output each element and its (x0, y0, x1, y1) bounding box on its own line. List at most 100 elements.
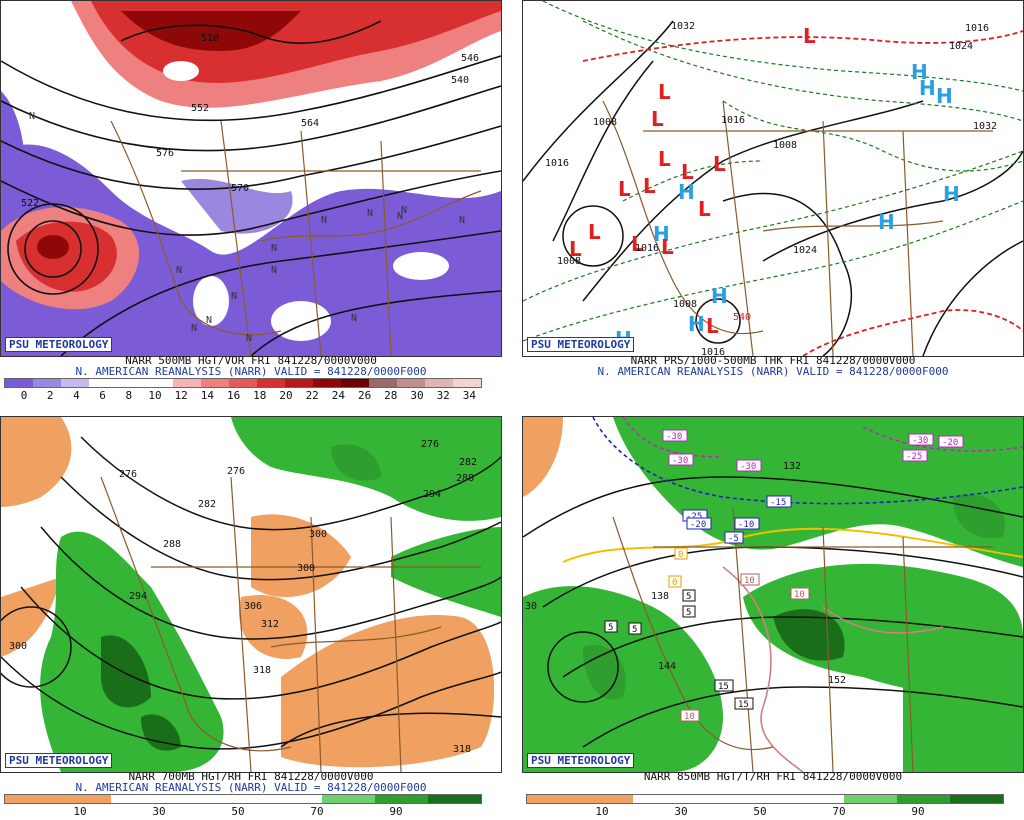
contour-label: 294 (423, 489, 441, 500)
contour-label: 294 (129, 591, 147, 602)
scale-swatch (397, 379, 425, 387)
scale-swatch (844, 795, 898, 803)
scale-tick-label: 10 (595, 805, 609, 818)
scale-tick-label: 50 (753, 805, 767, 818)
temperature-label-box (714, 679, 734, 692)
panel-850mb-temp-rh: 132 138 144 152 30 -30 -30 -30 -30 -20 -25 -15… (522, 416, 1024, 820)
temperature-label-box (734, 517, 760, 530)
contour-label: 138 (651, 591, 669, 602)
temperature-label: 0 (678, 550, 683, 560)
vort-min-symbol: N (459, 215, 465, 226)
high-pressure-symbol: H (936, 84, 953, 108)
scale-tick-label: 16 (226, 389, 241, 402)
contour-label: 152 (828, 675, 846, 686)
scale-tick-label: 90 (389, 805, 403, 818)
panel-caption: NARR 700MB HGT/RH FRI 841228/0000V000 (128, 770, 374, 783)
temperature-label-box (740, 573, 760, 586)
scale-swatch (163, 795, 217, 803)
scale-swatch (5, 795, 58, 803)
scale-swatch (61, 379, 89, 387)
temperature-label-box (662, 429, 688, 442)
scale-tick-label: 30 (674, 805, 688, 818)
scale-swatch (950, 795, 1004, 803)
temperature-label-box (790, 587, 810, 600)
psu-meteorology-label: PSU METEOROLOGY (527, 337, 635, 352)
scale-tick-label: 4 (73, 389, 80, 402)
low-pressure-symbol: L (643, 174, 656, 198)
temperature-label: -10 (738, 520, 754, 530)
scale-swatch (117, 379, 145, 387)
scale-tick-label: 70 (310, 805, 324, 818)
vort-min-symbol: N (29, 111, 35, 122)
temperature-label: -30 (672, 456, 688, 466)
contour-label: 1032 (973, 121, 997, 132)
low-pressure-symbol: L (651, 107, 664, 131)
low-pressure-symbol: L (569, 237, 582, 261)
contour-label: 570 (231, 183, 249, 194)
temperature-label: -20 (942, 438, 958, 448)
map-frame: H H H H H H H H H H L L L L L L L L L (522, 0, 1024, 357)
scale-swatch (425, 379, 453, 387)
temperature-label: -20 (690, 520, 706, 530)
psu-meteorology-label: PSU METEOROLOGY (5, 753, 113, 768)
high-pressure-symbol: H (911, 60, 928, 84)
contour-label: 276 (227, 466, 245, 477)
color-scale-ticks: 10 30 50 70 90 (526, 805, 1004, 818)
contour-label: 552 (191, 103, 209, 114)
low-pressure-symbol: L (588, 220, 601, 244)
temperature-label: 5 (608, 623, 613, 633)
scale-swatch (791, 795, 845, 803)
vort-min-symbol: N (367, 208, 373, 219)
low-pressure-symbol: L (713, 152, 726, 176)
map-frame: 510 540 576 570 552 564 522 546 N N N N … (0, 0, 502, 357)
scale-swatch (229, 379, 257, 387)
temperature-label: 15 (718, 682, 729, 692)
vort-min-symbol: N (191, 323, 197, 334)
contour-label: 1016 (635, 243, 659, 254)
contour-label: 276 (421, 439, 439, 450)
temperature-label-box (908, 433, 934, 446)
contour-label: 576 (156, 148, 174, 159)
temperature-label-box (668, 453, 694, 466)
temperature-label-box (668, 575, 682, 588)
scale-swatch (375, 795, 429, 803)
vort-min-symbol: N (321, 215, 327, 226)
temperature-label-box (902, 449, 928, 462)
vort-min-symbol: N (206, 315, 212, 326)
rh700-map: 276 276 276 282 288 282 288 294 300 300 … (1, 417, 501, 772)
scale-tick-label: 6 (99, 389, 106, 402)
temperature-label: -25 (906, 452, 922, 462)
scale-tick-label: 90 (911, 805, 925, 818)
contour-label: 276 (119, 469, 137, 480)
contour-label: 300 (297, 563, 315, 574)
scale-tick-label: 10 (73, 805, 87, 818)
contour-label: 510 (201, 33, 219, 44)
contour-label: 300 (9, 641, 27, 652)
scale-swatch (269, 795, 323, 803)
scale-swatch (527, 795, 580, 803)
temperature-label: -15 (770, 498, 786, 508)
scale-tick-label: 30 (152, 805, 166, 818)
vort-min-symbol: N (271, 265, 277, 276)
scale-swatch (57, 795, 111, 803)
temperature-label: -30 (740, 462, 756, 472)
color-scale-bar (4, 378, 482, 388)
scale-tick-label: 70 (832, 805, 846, 818)
panel-500mb-vorticity: 510 540 576 570 552 564 522 546 N N N N … (0, 0, 502, 404)
scale-swatch (110, 795, 164, 803)
scale-tick-label: 12 (174, 389, 188, 402)
contour-label: 540 (451, 75, 469, 86)
scale-tick-label: 18 (253, 389, 267, 402)
panel-caption: NARR PRS/1000-500MB THK FRI 841228/0000V… (630, 354, 916, 367)
temperature-label-box (682, 605, 696, 618)
scale-tick-label: 26 (357, 389, 372, 402)
color-scale-ticks: 10 30 50 70 90 (4, 805, 482, 818)
temperature-label: -25 (686, 512, 702, 522)
contour-label: 132 (783, 461, 801, 472)
temperature-label: -30 (666, 432, 682, 442)
scale-tick-label: 34 (462, 389, 477, 402)
scale-swatch (738, 795, 792, 803)
vorticity-map: 510 540 576 570 552 564 522 546 N N N N … (1, 1, 501, 356)
scale-tick-label: 0 (20, 389, 28, 402)
